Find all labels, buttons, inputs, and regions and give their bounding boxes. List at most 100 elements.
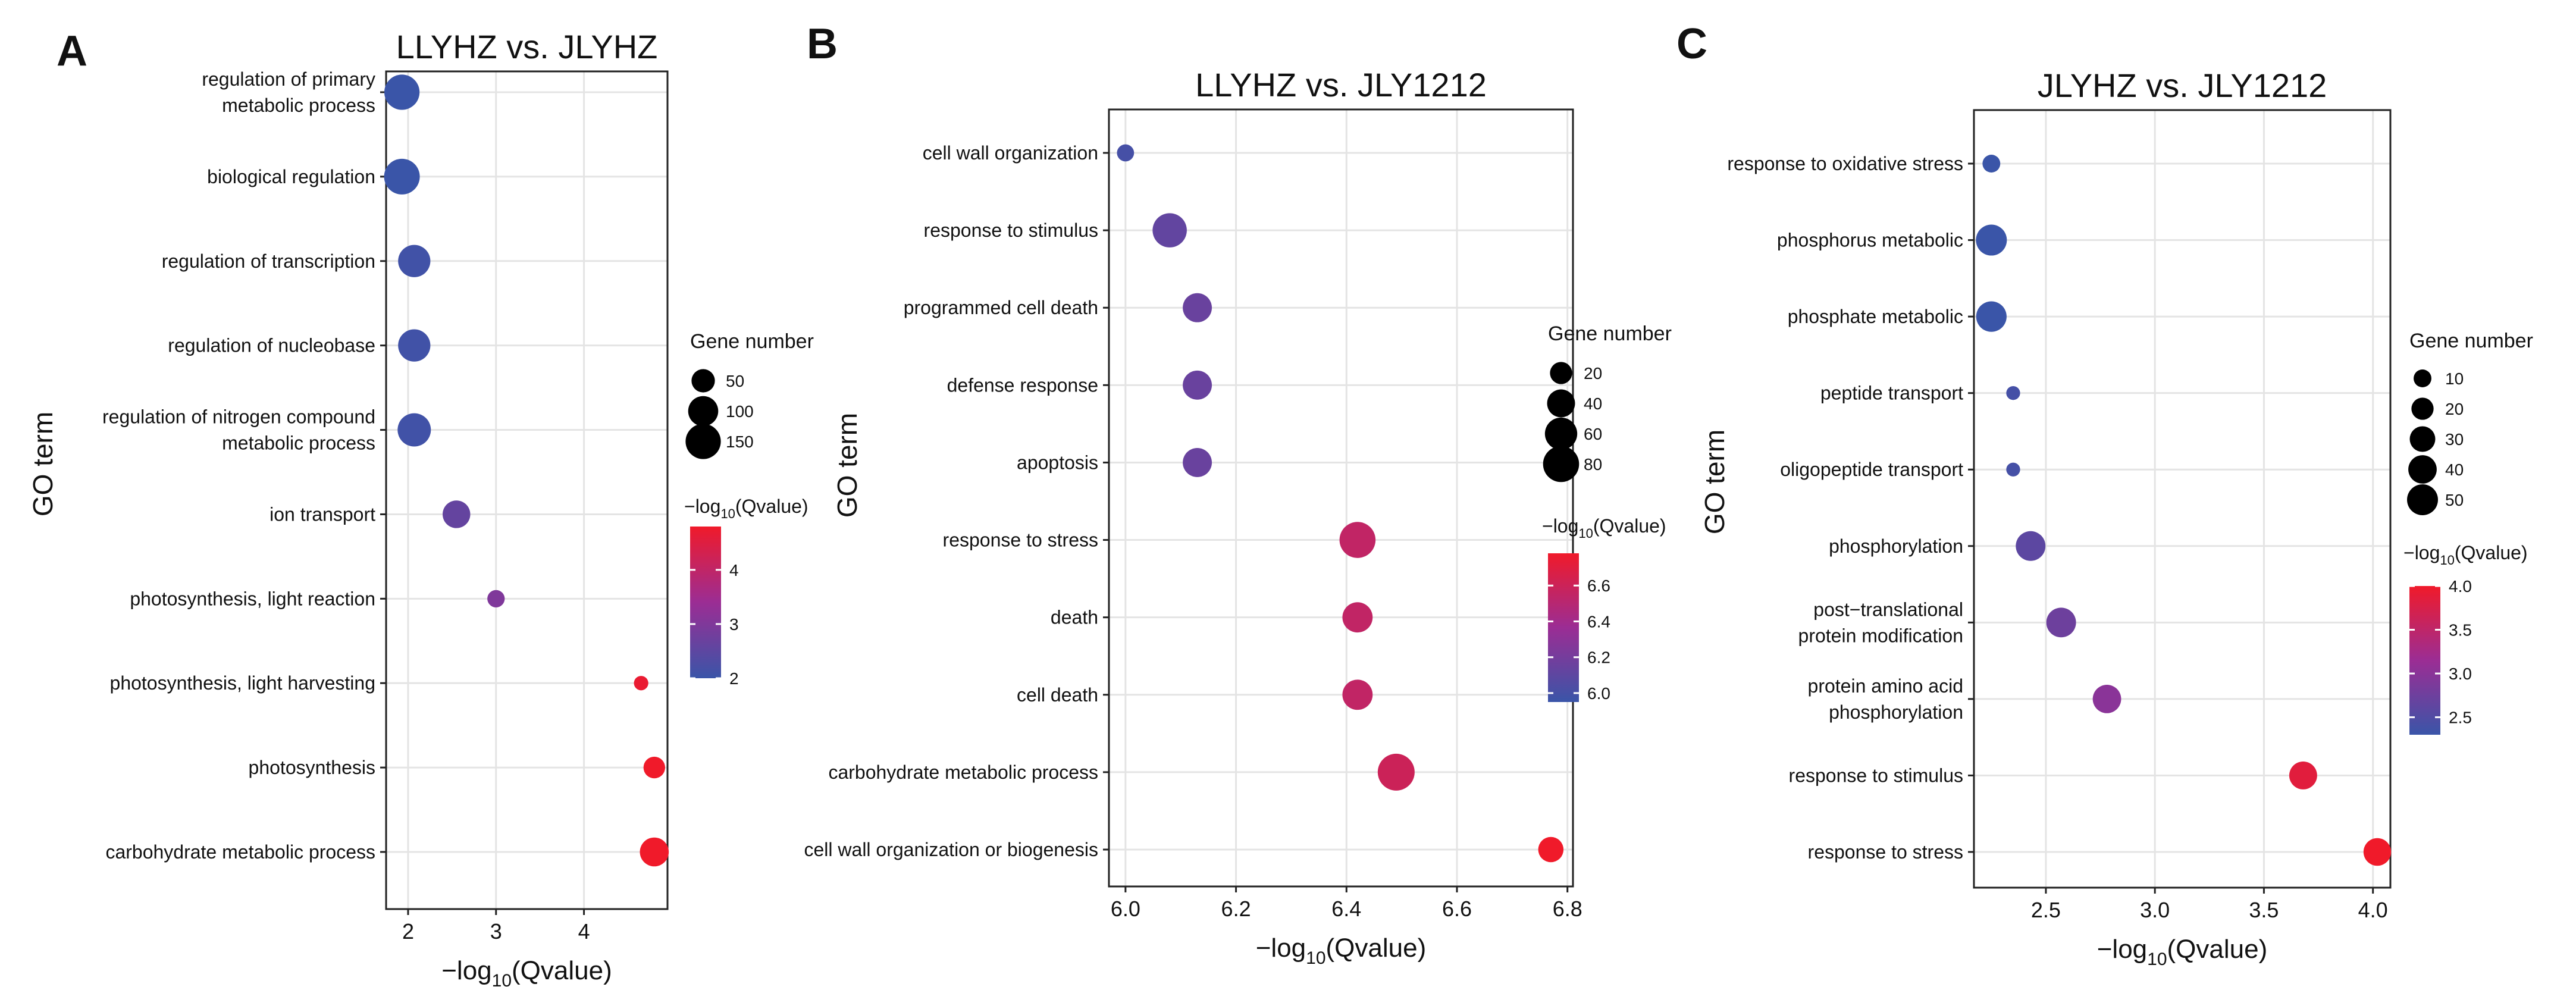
x-axis-label: −log10(Qvalue) — [1256, 933, 1427, 968]
go-term-label: regulation of nitrogen compound metabolic… — [102, 406, 375, 454]
size-legend-label: 40 — [2445, 460, 2464, 479]
size-legend-label: 80 — [1584, 455, 1602, 474]
colorbar — [1548, 553, 1579, 702]
data-point[interactable] — [443, 500, 471, 528]
panel-a: A LLYHZ vs. JLYHZ 2 3 4 −log10(Qvalue) GO term… — [27, 27, 814, 987]
color-legend-title: −log10(Qvalue) — [1542, 515, 1666, 541]
size-legend-key — [2409, 426, 2436, 452]
size-legend-key — [2411, 397, 2434, 420]
data-point[interactable] — [1342, 679, 1373, 710]
data-point[interactable] — [1117, 144, 1135, 162]
size-legend-key — [1547, 389, 1575, 418]
colorbar — [2409, 586, 2440, 735]
colorbar-tick-label: 3.0 — [2449, 665, 2472, 683]
size-legend-label: 50 — [726, 372, 744, 390]
colorbar-tick-label: 6.2 — [1587, 648, 1610, 667]
go-term-label: cell wall organization or biogenesis — [804, 839, 1099, 860]
colorbar-tick-label: 4.0 — [2449, 577, 2472, 596]
data-point[interactable] — [1342, 602, 1373, 633]
go-term-label: carbohydrate metabolic process — [105, 841, 375, 863]
data-point[interactable] — [398, 245, 431, 277]
color-legend: −log10(Qvalue) 2.5 3.0 3.5 4.0 — [2403, 542, 2528, 735]
chart-title: LLYHZ vs. JLY1212 — [1195, 66, 1487, 104]
size-legend: Gene number 10 20 30 40 50 — [2407, 330, 2533, 515]
x-tick-label: 3.0 — [2140, 898, 2170, 922]
data-point[interactable] — [1976, 301, 2007, 332]
go-term-label: phosphate metabolic — [1788, 306, 1963, 327]
data-point[interactable] — [2363, 838, 2392, 866]
data-point[interactable] — [487, 590, 505, 607]
x-tick-label: 2.5 — [2031, 898, 2061, 922]
x-tick-label: 6.4 — [1331, 897, 1361, 921]
data-point[interactable] — [1183, 293, 1212, 322]
size-legend-key — [2414, 369, 2431, 387]
go-term-label: phosphorylation — [1829, 535, 1963, 557]
color-legend: −log10(Qvalue) 2 3 4 — [684, 496, 808, 688]
data-point[interactable] — [1538, 836, 1564, 863]
size-legend-key — [691, 369, 715, 393]
x-tick-label: 2 — [402, 919, 414, 944]
x-tick-label: 6.6 — [1442, 897, 1472, 921]
plot-border — [1108, 108, 1574, 888]
go-term-label: photosynthesis — [249, 757, 375, 778]
data-point[interactable] — [1183, 370, 1212, 400]
chart-title: LLYHZ vs. JLYHZ — [396, 28, 658, 65]
data-points — [384, 74, 669, 867]
data-point[interactable] — [643, 756, 666, 779]
data-point[interactable] — [384, 74, 420, 110]
go-term-label: cell wall organization — [923, 142, 1098, 164]
data-point[interactable] — [634, 676, 648, 691]
data-point[interactable] — [2092, 685, 2121, 713]
x-tick-label: 3 — [490, 919, 502, 944]
go-term-label: photosynthesis, light harvesting — [110, 672, 375, 694]
panel-b: B LLYHZ vs. JLY1212 6.0 6.2 6.4 6.6 6.8 −log10(… — [804, 20, 1672, 968]
go-term-label: response to stimulus — [924, 220, 1098, 241]
data-point[interactable] — [2046, 607, 2076, 638]
data-point[interactable] — [1976, 224, 2007, 256]
color-legend-title: −log10(Qvalue) — [684, 496, 808, 521]
size-legend-label: 20 — [1584, 364, 1602, 383]
data-point[interactable] — [1183, 447, 1212, 477]
data-point[interactable] — [1339, 522, 1376, 558]
size-legend-label: 20 — [2445, 400, 2464, 418]
color-legend-title: −log10(Qvalue) — [2403, 542, 2528, 568]
gridlines — [1974, 110, 2390, 888]
data-point[interactable] — [384, 158, 420, 195]
color-legend: −log10(Qvalue) 6.0 6.2 6.4 6.6 — [1542, 515, 1666, 703]
size-legend-label: 60 — [1584, 425, 1602, 443]
go-term-label: response to stimulus — [1789, 764, 1963, 786]
data-point[interactable] — [1982, 155, 2001, 173]
size-legend-title: Gene number — [1548, 322, 1672, 345]
go-term-label: photosynthesis, light reaction — [130, 588, 375, 609]
go-term-label: death — [1051, 607, 1098, 628]
go-term-label: apoptosis — [1017, 452, 1098, 473]
x-tick-label: 6.0 — [1111, 897, 1140, 921]
size-legend-key — [1550, 362, 1572, 384]
go-term-label: phosphorus metabolic — [1777, 230, 1963, 251]
colorbar-tick-label: 6.6 — [1587, 576, 1610, 595]
x-tick-label: 6.2 — [1221, 897, 1251, 921]
size-legend-label: 100 — [726, 402, 754, 421]
data-point[interactable] — [2006, 386, 2020, 400]
size-legend-label: 40 — [1584, 394, 1602, 413]
go-term-label: defense response — [947, 374, 1098, 396]
y-axis-label: GO term — [832, 413, 863, 518]
size-legend-key — [1543, 446, 1580, 482]
data-point[interactable] — [1377, 753, 1415, 791]
data-point[interactable] — [398, 329, 431, 362]
data-point[interactable] — [2289, 762, 2317, 789]
data-point[interactable] — [397, 413, 431, 447]
data-point[interactable] — [640, 837, 669, 867]
size-legend-title: Gene number — [690, 330, 814, 353]
size-legend: Gene number 50 100 150 — [685, 330, 814, 459]
colorbar-tick-label: 6.0 — [1587, 684, 1610, 703]
go-term-label: cell death — [1017, 684, 1098, 706]
data-point[interactable] — [1152, 213, 1187, 247]
size-legend-key — [685, 424, 721, 459]
x-tick-label: 4.0 — [2358, 898, 2388, 922]
go-term-label: regulation of primary metabolic process — [202, 68, 375, 116]
data-point[interactable] — [2016, 531, 2046, 561]
go-term-label: response to stress — [943, 529, 1098, 551]
data-point[interactable] — [2006, 462, 2020, 477]
go-term-label: biological regulation — [207, 166, 375, 187]
